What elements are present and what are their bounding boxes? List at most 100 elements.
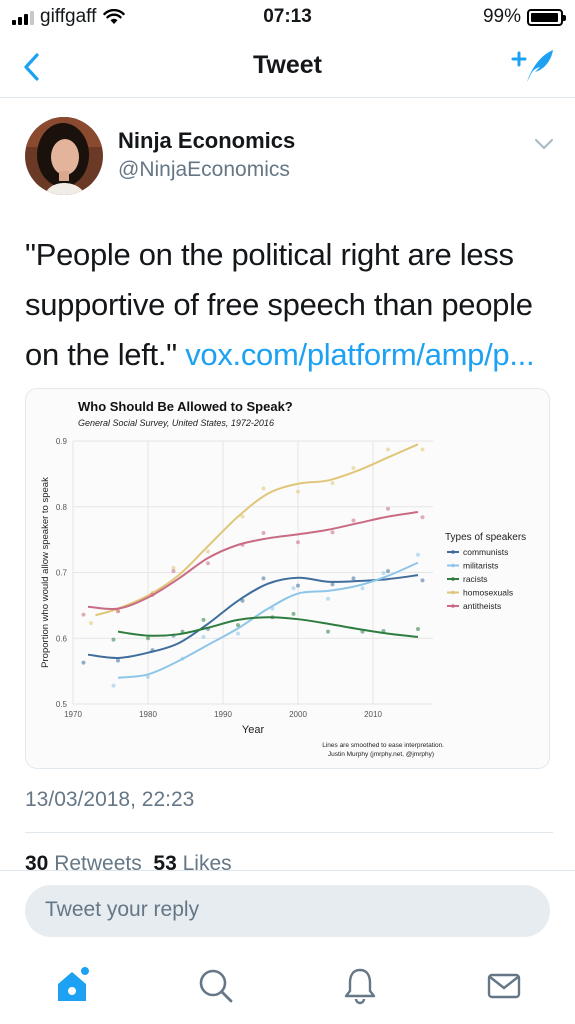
data-point-racists [291,611,296,616]
tweet-stats: 30 Retweets 53 Likes [25,852,232,870]
carrier-name: giffgaff [40,6,97,27]
chevron-left-icon[interactable] [18,50,48,84]
data-point-militarists [111,683,116,688]
author-handle[interactable]: @NinjaEconomics [118,158,290,181]
tweet-timestamp: 13/03/2018, 22:23 [25,788,195,811]
legend-dot-militarists [451,563,455,568]
chart-credit: Justin Murphy (jmrphy.net, @jmrphy) [328,751,434,758]
data-point-antitheists [386,506,390,511]
data-point-militarists [291,586,296,591]
x-tick-label: 1990 [214,710,232,719]
x-tick-label: 2010 [364,710,382,719]
legend-label-militarists: militarists [463,561,498,571]
nav-bar: Tweet [0,36,575,98]
likes-count[interactable]: 53 [153,852,177,870]
data-point-racists [111,637,116,642]
search-icon[interactable] [196,966,236,1006]
page-title: Tweet [253,51,322,79]
data-point-militarists [236,631,240,636]
data-point-homosexuals [296,489,300,494]
data-point-antitheists [261,531,266,536]
y-tick-label: 0.6 [56,634,68,643]
compose-tweet-icon[interactable] [511,46,555,86]
battery-icon [527,8,566,26]
data-point-homosexuals [386,447,390,452]
data-point-homosexuals [206,549,210,554]
carrier: giffgaff [12,6,126,28]
chevron-down-icon[interactable] [533,136,555,152]
tweet-link[interactable]: vox.com/platform/amp/p... [185,337,535,372]
clock: 07:13 [263,6,312,27]
y-tick-label: 0.9 [56,437,68,446]
tweet-text: "People on the political right are less … [25,230,553,380]
x-tick-label: 1970 [64,710,82,719]
legend-dot-communists [451,550,455,554]
series-line-antitheists [87,511,419,611]
data-point-militarists [416,552,420,557]
data-point-racists [236,623,240,628]
data-point-antitheists [330,530,335,535]
data-point-communists [240,598,245,603]
data-point-communists [386,569,390,574]
retweets-count[interactable]: 30 [25,852,49,870]
data-point-communists [116,658,120,663]
data-point-racists [416,627,420,632]
bell-icon[interactable] [340,966,380,1006]
battery-percent: 99% [482,6,521,27]
data-point-communists [261,576,266,581]
x-axis-label: Year [242,724,265,736]
data-point-racists [326,629,330,634]
legend-label-homosexuals: homosexuals [463,588,513,598]
data-point-homosexuals [420,447,425,452]
chart-note: Lines are smoothed to ease interpretatio… [322,742,444,749]
data-point-racists [201,617,206,622]
x-tick-label: 2000 [289,710,307,719]
legend-dot-homosexuals [451,590,455,595]
legend-dot-racists [451,577,455,581]
status-bar: giffgaff 07:13 99% [0,0,575,36]
y-tick-label: 0.5 [56,700,68,709]
legend-label-racists: racists [463,574,488,584]
data-point-militarists [326,596,330,601]
mail-icon[interactable] [484,966,524,1006]
y-tick-label: 0.7 [56,569,68,578]
tweet-image[interactable]: 0.5 0.6 0.7 0.8 0.9 1970 1980 1990 2000 2010 Who S… [25,388,550,769]
retweets-label[interactable]: Retweets [54,852,142,870]
data-point-militarists [146,675,150,680]
data-point-communists [330,582,335,587]
series-line-homosexuals [95,443,419,617]
legend-title: Types of speakers [445,532,526,543]
data-point-homosexuals [89,621,93,626]
tweet-body: "People on the political right are less … [25,237,533,372]
legend-dot-antitheists [451,604,455,608]
data-point-racists [146,636,150,641]
wifi-icon [103,9,126,24]
author-name[interactable]: Ninja Economics [118,128,296,153]
data-point-antitheists [171,569,176,574]
data-point-antitheists [296,540,300,545]
data-point-homosexuals [330,481,335,486]
legend-label-antitheists: antitheists [463,601,501,611]
battery: 99% [482,6,566,28]
reply-bar: Tweet your reply [0,870,575,950]
chart-title: Who Should Be Allowed to Speak? [78,399,293,414]
data-point-communists [351,576,356,581]
data-point-militarists [360,586,365,591]
data-point-antitheists [81,612,86,617]
data-point-communists [296,583,300,588]
data-point-homosexuals [240,514,245,519]
likes-label[interactable]: Likes [182,852,232,870]
data-point-communists [81,660,86,665]
series-line-communists [87,574,419,659]
y-tick-label: 0.8 [56,503,68,512]
data-point-homosexuals [351,465,356,470]
avatar[interactable] [25,117,103,195]
series-line-racists [117,616,419,638]
data-point-antitheists [206,561,210,566]
data-point-antitheists [116,609,120,614]
data-point-antitheists [420,515,425,520]
data-point-militarists [381,571,386,576]
reply-input[interactable]: Tweet your reply [25,885,550,937]
divider [25,832,553,833]
home-icon[interactable] [52,966,92,1006]
